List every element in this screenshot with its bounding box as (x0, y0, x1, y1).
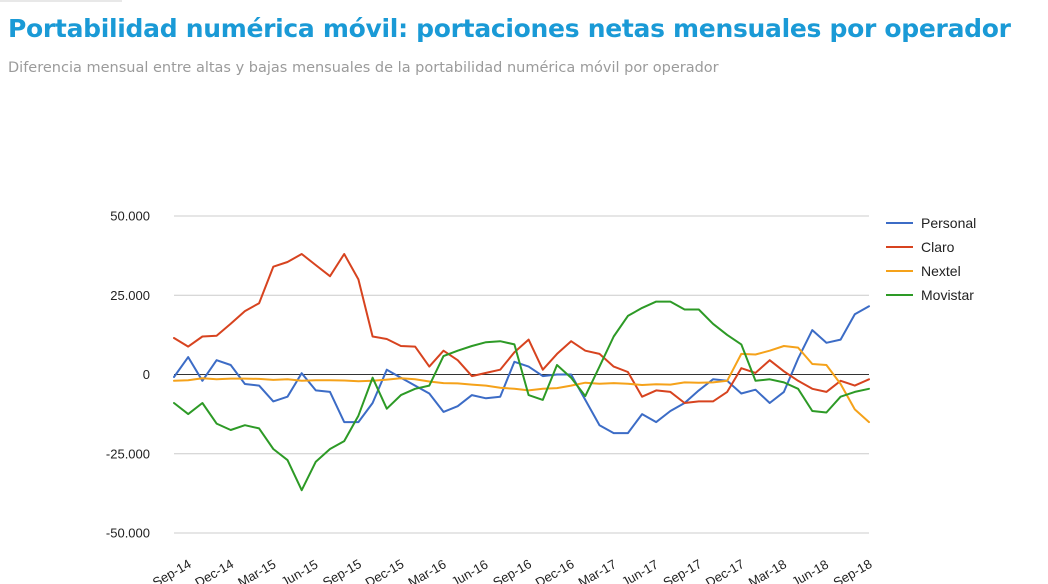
x-tick-label: Jun-16 (449, 557, 491, 584)
x-tick-label: Dec-14 (192, 556, 236, 584)
series-line-nextel (173, 345, 870, 424)
x-tick-label: Dec-17 (703, 556, 747, 584)
y-tick-label: -50.000 (106, 526, 150, 541)
x-tick-label: Jun-15 (278, 557, 320, 584)
x-tick-label: Jun-18 (789, 557, 831, 584)
x-tick-label: Jun-17 (619, 557, 661, 584)
series-line-movistar (173, 300, 870, 492)
page-title: Portabilidad numérica móvil: portaciones… (8, 14, 1011, 43)
x-tick-label: Mar-17 (576, 556, 619, 584)
x-tick-label: Sep-18 (831, 556, 875, 584)
x-tick-label: Dec-16 (533, 556, 577, 584)
x-tick-label: Mar-16 (405, 556, 448, 584)
x-tick-label: Mar-15 (235, 556, 278, 584)
page-subtitle: Diferencia mensual entre altas y bajas m… (8, 60, 719, 76)
legend-label-claro: Claro (921, 239, 955, 255)
y-tick-label: 50.000 (110, 209, 150, 224)
series-line-personal (173, 305, 870, 435)
legend-label-personal: Personal (921, 215, 976, 231)
y-tick-label: -25.000 (106, 446, 150, 461)
legend-label-movistar: Movistar (921, 287, 974, 303)
x-tick-label: Mar-18 (746, 556, 789, 584)
x-tick-label: Sep-16 (490, 556, 534, 584)
y-tick-label: 0 (143, 367, 150, 382)
y-tick-label: 25.000 (110, 288, 150, 303)
x-tick-label: Sep-15 (320, 556, 364, 584)
x-tick-label: Sep-14 (150, 556, 194, 584)
x-tick-label: Dec-15 (363, 556, 407, 584)
legend-label-nextel: Nextel (921, 263, 961, 279)
top-rule (0, 0, 122, 2)
x-tick-label: Sep-17 (660, 556, 704, 584)
